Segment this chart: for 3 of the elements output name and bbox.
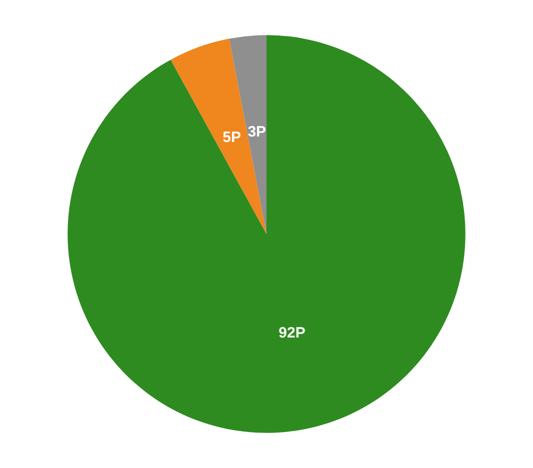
data-label: 3P xyxy=(248,124,266,141)
data-label: 92P xyxy=(278,324,306,342)
data-label: 5P xyxy=(222,129,241,146)
